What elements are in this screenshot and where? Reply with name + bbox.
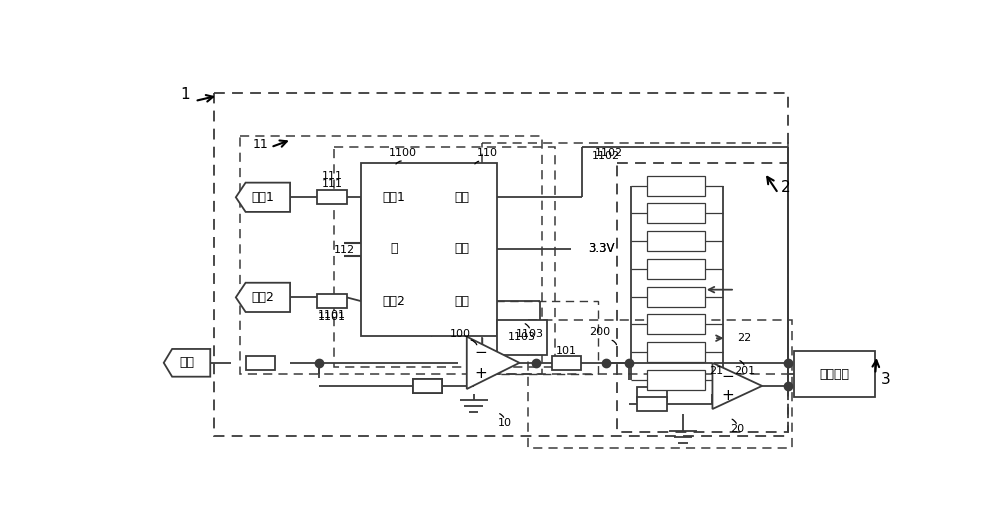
Bar [240, 135, 542, 375]
Bar [214, 93, 788, 436]
Text: 地: 地 [390, 242, 398, 255]
Text: 22: 22 [737, 333, 752, 343]
Bar [482, 143, 788, 375]
Text: 100: 100 [450, 329, 471, 339]
Bar [334, 147, 555, 367]
Text: 电源: 电源 [455, 242, 470, 255]
Polygon shape [712, 363, 762, 409]
Text: 1: 1 [181, 88, 190, 102]
Bar [647, 370, 705, 390]
Text: 输入2: 输入2 [252, 291, 274, 304]
Polygon shape [236, 283, 290, 312]
Text: 1103: 1103 [516, 329, 544, 339]
Bar [647, 259, 705, 279]
Bar [647, 231, 705, 251]
Text: 1100: 1100 [388, 148, 416, 158]
Bar [361, 163, 497, 336]
Bar [482, 301, 598, 375]
Bar [637, 387, 667, 401]
Bar [647, 342, 705, 362]
Text: +: + [722, 388, 734, 403]
Text: 200: 200 [589, 327, 610, 337]
Text: 控制装置: 控制装置 [819, 368, 849, 381]
Polygon shape [164, 349, 210, 377]
Polygon shape [467, 337, 519, 389]
Text: 201: 201 [734, 366, 756, 376]
Text: 1101: 1101 [318, 312, 346, 321]
Text: −: − [722, 369, 734, 384]
Text: 111: 111 [321, 171, 342, 181]
Polygon shape [236, 183, 290, 212]
Bar [413, 379, 442, 393]
Text: 110: 110 [477, 148, 498, 158]
Text: 2: 2 [781, 180, 791, 195]
Text: 111: 111 [321, 179, 342, 189]
Bar [413, 379, 442, 393]
Text: 3: 3 [881, 373, 890, 387]
Text: 3.3V: 3.3V [588, 242, 615, 255]
Text: 输入2: 输入2 [382, 295, 405, 308]
Text: 3.3V: 3.3V [588, 242, 615, 255]
Bar [617, 163, 788, 432]
Text: 输入1: 输入1 [252, 191, 274, 204]
Bar [647, 287, 705, 307]
Text: 1102: 1102 [595, 148, 623, 158]
Text: 1103: 1103 [508, 332, 536, 342]
Text: 输入: 输入 [180, 356, 194, 369]
Bar [637, 396, 667, 411]
Bar [647, 203, 705, 224]
Text: 输出: 输出 [455, 295, 470, 308]
Text: 101: 101 [556, 346, 577, 356]
Bar [528, 320, 792, 448]
Bar [317, 190, 347, 204]
Text: 11: 11 [253, 139, 268, 152]
Text: 1102: 1102 [591, 152, 620, 162]
Bar [552, 356, 581, 370]
Text: 112: 112 [334, 245, 355, 255]
Text: 20: 20 [730, 424, 744, 434]
Bar [647, 176, 705, 196]
Bar [647, 314, 705, 334]
Text: +: + [474, 366, 487, 381]
Text: 1101: 1101 [318, 310, 346, 320]
Bar [497, 320, 547, 355]
Text: 21: 21 [709, 366, 723, 376]
Bar [317, 294, 347, 308]
Bar [246, 356, 275, 370]
Bar [794, 351, 875, 398]
Text: 输入1: 输入1 [382, 191, 405, 204]
Text: −: − [474, 344, 487, 359]
Text: 10: 10 [498, 418, 512, 428]
Text: 控制: 控制 [455, 191, 470, 204]
